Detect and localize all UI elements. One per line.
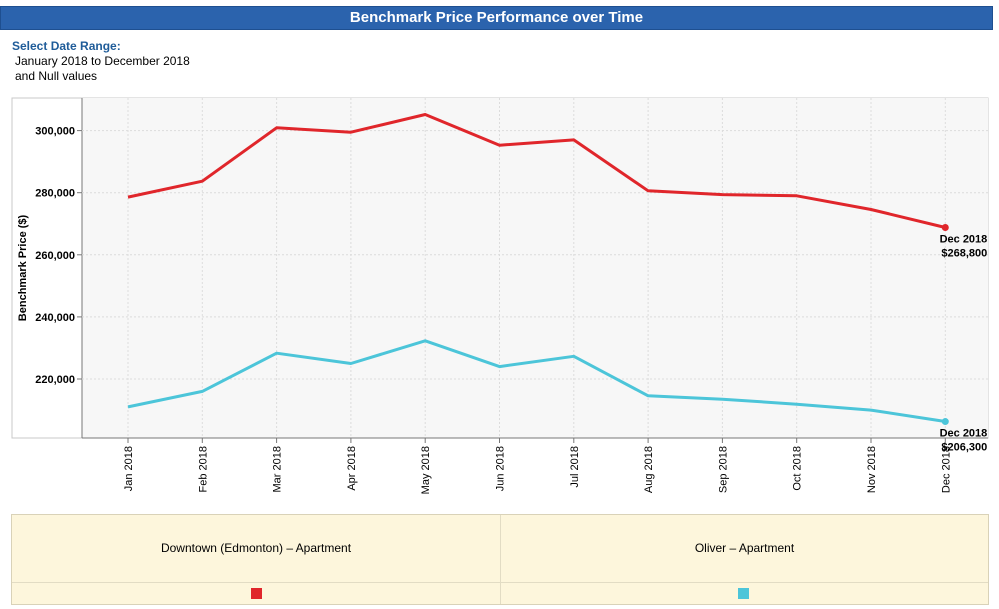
- legend: Downtown (Edmonton) – Apartment Oliver –…: [11, 514, 989, 605]
- date-range-label: Select Date Range:: [12, 39, 121, 53]
- line-chart: 220,000 240,000 260,000 280,000 300,000 Jan …: [11, 97, 989, 494]
- x-tick-label: Jun 2018: [495, 446, 507, 491]
- end-label-value: $206,300: [941, 442, 987, 454]
- end-label-value: $268,800: [941, 247, 987, 259]
- legend-swatch-downtown: [251, 588, 262, 599]
- y-tick-label: 220,000: [35, 374, 75, 386]
- x-tick-label: Jan 2018: [123, 446, 135, 491]
- y-tick-label: 300,000: [35, 126, 75, 138]
- plot-inner: [82, 98, 988, 438]
- data-point: [941, 418, 949, 426]
- date-range-value: January 2018 to December 2018: [15, 54, 190, 68]
- x-tick-label: Jul 2018: [569, 446, 581, 488]
- legend-label-oliver: Oliver – Apartment: [694, 541, 795, 555]
- data-point: [941, 223, 949, 231]
- legend-divider: [500, 515, 501, 604]
- x-tick-label: Feb 2018: [197, 446, 209, 492]
- series-line: [127, 113, 946, 229]
- series-line: [127, 339, 946, 423]
- y-tick-label: 280,000: [35, 188, 75, 200]
- end-label-date: Dec 2018: [940, 428, 988, 440]
- y-axis-title: Benchmark Price ($): [17, 214, 29, 321]
- x-tick-label: Apr 2018: [346, 446, 358, 491]
- x-tick-label: Nov 2018: [866, 446, 878, 493]
- legend-swatch-oliver: [738, 588, 749, 599]
- x-tick-label: Oct 2018: [792, 446, 804, 491]
- y-tick-label: 240,000: [35, 312, 75, 324]
- x-tick-label: Dec 2018: [940, 446, 952, 493]
- end-label-date: Dec 2018: [940, 233, 988, 245]
- y-tick-label: 260,000: [35, 250, 75, 262]
- x-tick-label: Mar 2018: [272, 446, 284, 492]
- legend-label-downtown: Downtown (Edmonton) – Apartment: [160, 541, 352, 555]
- x-tick-label: May 2018: [420, 446, 432, 494]
- x-tick-label: Aug 2018: [643, 446, 655, 493]
- chart-header: Benchmark Price Performance over Time: [0, 6, 993, 30]
- legend-swatch-row: [12, 582, 988, 605]
- null-values-note: and Null values: [15, 69, 98, 83]
- x-tick-label: Sep 2018: [717, 446, 729, 493]
